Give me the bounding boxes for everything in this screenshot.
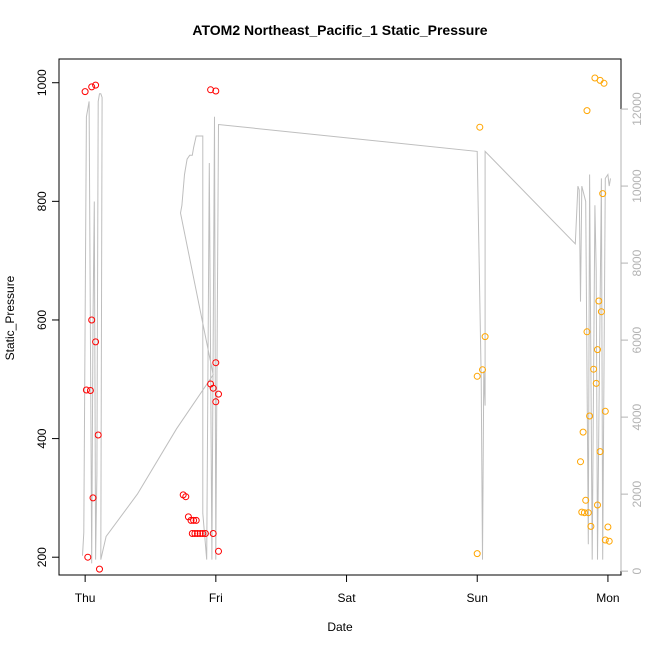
data-point-red-10 bbox=[96, 565, 103, 573]
y-axis-label: Static_Pressure bbox=[3, 275, 17, 360]
data-point-red-19 bbox=[182, 493, 190, 501]
data-point-orange-7 bbox=[600, 79, 608, 87]
data-point-red-4 bbox=[86, 387, 94, 394]
y2-tick-label-0: 0 bbox=[630, 567, 644, 574]
y-tick-label-600: 600 bbox=[35, 310, 49, 330]
data-point-red-30 bbox=[209, 530, 217, 537]
data-point-red-24 bbox=[188, 530, 196, 537]
data-point-red-15 bbox=[215, 390, 222, 398]
data-point-orange-2 bbox=[479, 366, 486, 374]
data-point-orange-17 bbox=[586, 412, 594, 420]
x-tick-label-fri: Fri bbox=[209, 591, 223, 605]
y2-tick-label-10000: 10000 bbox=[630, 169, 644, 203]
data-point-red-0 bbox=[81, 88, 89, 96]
data-point-red-7 bbox=[94, 431, 102, 439]
secondary-series-line bbox=[82, 93, 611, 564]
data-point-orange-29 bbox=[605, 537, 613, 545]
data-point-red-8 bbox=[89, 494, 97, 502]
y2-tick-label-6000: 6000 bbox=[630, 326, 644, 353]
data-point-orange-24 bbox=[580, 509, 588, 517]
data-point-orange-28 bbox=[601, 536, 609, 544]
data-point-orange-21 bbox=[582, 496, 590, 504]
data-point-orange-0 bbox=[476, 123, 484, 131]
data-point-orange-26 bbox=[587, 522, 595, 530]
data-point-red-2 bbox=[92, 81, 100, 89]
data-point-red-1 bbox=[88, 83, 96, 91]
data-point-red-11 bbox=[207, 86, 215, 94]
data-point-red-21 bbox=[187, 516, 195, 524]
data-point-orange-22 bbox=[594, 501, 601, 509]
data-point-orange-15 bbox=[592, 379, 600, 387]
x-axis: Thu Fri Sat Sun Mon bbox=[75, 574, 620, 605]
data-point-orange-1 bbox=[473, 372, 481, 380]
data-point-orange-3 bbox=[481, 333, 489, 341]
data-point-orange-14 bbox=[590, 365, 598, 373]
data-point-orange-11 bbox=[597, 308, 605, 316]
y2-tick-label-2000: 2000 bbox=[630, 480, 644, 507]
y-axis-left: 200 400 600 800 1000 bbox=[35, 69, 60, 567]
data-point-orange-27 bbox=[604, 523, 612, 531]
y-tick-label-400: 400 bbox=[35, 428, 49, 448]
data-point-orange-25 bbox=[584, 509, 592, 517]
data-point-orange-12 bbox=[583, 328, 591, 336]
data-point-red-27 bbox=[196, 530, 204, 537]
data-point-orange-23 bbox=[578, 508, 586, 516]
data-point-red-28 bbox=[199, 530, 207, 537]
points-layer bbox=[81, 74, 613, 573]
data-point-red-22 bbox=[190, 516, 198, 524]
data-point-red-6 bbox=[92, 338, 100, 346]
x-axis-label: Date bbox=[327, 620, 353, 634]
x-tick-label-sat: Sat bbox=[338, 591, 357, 605]
data-point-red-23 bbox=[192, 516, 200, 524]
data-point-orange-8 bbox=[583, 107, 591, 115]
chart-title: ATOM2 Northeast_Pacific_1 Static_Pressur… bbox=[192, 22, 487, 38]
y-tick-label-200: 200 bbox=[35, 547, 49, 567]
y-tick-label-1000: 1000 bbox=[35, 69, 49, 96]
data-point-red-12 bbox=[212, 87, 220, 95]
data-point-red-16 bbox=[212, 359, 220, 367]
data-point-orange-19 bbox=[596, 448, 604, 456]
data-point-orange-20 bbox=[577, 458, 584, 466]
data-point-orange-9 bbox=[599, 190, 607, 198]
x-tick-label-sun: Sun bbox=[467, 591, 488, 605]
data-point-orange-16 bbox=[601, 407, 609, 415]
data-point-orange-4 bbox=[473, 550, 481, 558]
secondary-line-layer bbox=[82, 93, 611, 564]
data-point-red-31 bbox=[215, 547, 222, 555]
data-point-red-25 bbox=[191, 530, 199, 537]
x-tick-label-mon: Mon bbox=[596, 591, 619, 605]
y2-tick-label-4000: 4000 bbox=[630, 403, 644, 430]
y-axis-right: 0 2000 4000 6000 8000 10000 12000 bbox=[620, 92, 644, 574]
data-point-red-26 bbox=[194, 530, 201, 537]
x-tick-label-thu: Thu bbox=[75, 591, 96, 605]
data-point-red-14 bbox=[209, 384, 217, 392]
y2-tick-label-12000: 12000 bbox=[630, 92, 644, 126]
data-point-red-9 bbox=[84, 553, 92, 561]
data-point-red-5 bbox=[88, 316, 96, 324]
data-point-orange-18 bbox=[579, 428, 587, 436]
data-point-red-3 bbox=[82, 386, 90, 394]
data-point-orange-10 bbox=[595, 297, 603, 305]
y2-tick-label-8000: 8000 bbox=[630, 249, 644, 276]
data-point-red-17 bbox=[212, 398, 220, 406]
data-point-red-29 bbox=[201, 530, 209, 537]
plot-frame bbox=[58, 58, 622, 576]
y-tick-label-800: 800 bbox=[35, 191, 49, 211]
data-point-orange-13 bbox=[594, 346, 601, 354]
